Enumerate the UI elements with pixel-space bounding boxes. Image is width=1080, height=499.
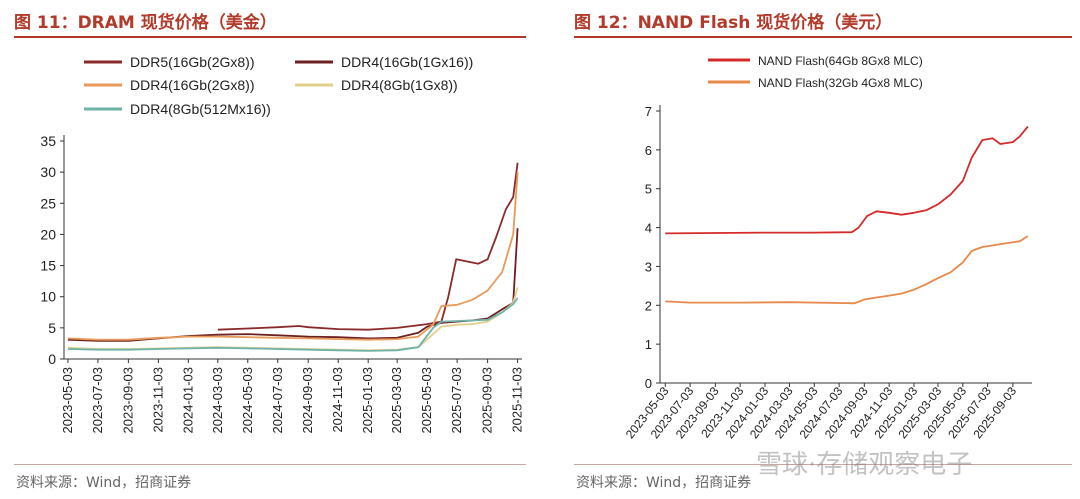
nand-chart-panel: 图 12：NAND Flash 现货价格（美元） 0 1 2 3 4 5 6 7 2023-05… <box>560 0 1080 499</box>
y-tick-label: 15 <box>40 258 56 274</box>
x-tick-label: 2023-11-03 <box>150 367 165 433</box>
x-tick-label: 2024-03-03 <box>210 367 225 434</box>
y-tick-label: 30 <box>40 164 56 180</box>
watermark: 雪球·存储观察电子 <box>756 450 973 480</box>
y-tick-label: 5 <box>645 182 652 197</box>
x-tick-label: 2025-01-03 <box>360 367 375 434</box>
x-tick-label: 2025-09-03 <box>480 367 495 434</box>
x-tick-label: 2023-09-03 <box>120 367 135 434</box>
x-tick-label: 2025-05-03 <box>419 367 434 434</box>
series-line <box>67 297 519 352</box>
y-tick-label: 1 <box>645 337 652 352</box>
legend-label: DDR5(16Gb(2Gx8)) <box>130 54 254 70</box>
source-divider <box>574 464 1072 465</box>
dram-chart-panel: 图 11：DRAM 现货价格（美金） 0 5 10 15 20 25 30 35 2023-05… <box>14 13 526 491</box>
title-divider <box>14 36 526 38</box>
x-tick-label: 2025-03-03 <box>389 367 404 434</box>
chart-title: 图 11：DRAM 现货价格（美金） <box>14 13 277 33</box>
y-tick-label: 0 <box>645 376 652 391</box>
x-tick-label: 2024-07-03 <box>270 367 285 434</box>
y-tick-label: 5 <box>48 320 56 336</box>
y-tick-label: 25 <box>40 195 56 211</box>
y-tick-label: 0 <box>48 351 56 367</box>
dram-line-chart: 0 5 10 15 20 25 30 35 2023-05-03 2023-07-03 2023-0… <box>40 54 525 434</box>
y-tick-label: 7 <box>645 104 652 119</box>
x-tick-label: 2024-09-03 <box>300 367 315 434</box>
x-tick-label: 2025-11-03 <box>510 367 525 433</box>
y-tick-label: 6 <box>645 143 652 158</box>
x-tick-label: 2023-07-03 <box>90 367 105 434</box>
x-tick-label: 2024-05-03 <box>240 367 255 434</box>
y-tick-label: 10 <box>40 289 56 305</box>
legend-label: DDR4(8Gb(512Mx16)) <box>130 101 271 117</box>
y-tick-label: 3 <box>645 259 652 274</box>
y-tick-label: 4 <box>645 221 652 236</box>
legend-label: NAND Flash(64Gb 8Gx8 MLC) <box>758 54 923 68</box>
y-tick-label: 2 <box>645 298 652 313</box>
x-tick-label: 2024-11-03 <box>330 367 345 433</box>
series-line <box>665 125 1029 235</box>
series-line <box>67 172 519 341</box>
chart-title: 图 12：NAND Flash 现货价格（美元） <box>574 13 893 33</box>
legend-label: NAND Flash(32Gb 4Gx8 MLC) <box>758 76 923 90</box>
legend-label: DDR4(16Gb(2Gx8)) <box>130 77 254 93</box>
source-divider <box>14 464 526 465</box>
legend-label: DDR4(8Gb(1Gx8)) <box>341 77 458 93</box>
legend-label: DDR4(16Gb(1Gx16)) <box>341 54 473 70</box>
series-line <box>665 235 1029 305</box>
source-note: 资料来源：Wind，招商证券 <box>576 475 752 491</box>
y-tick-label: 20 <box>40 226 56 242</box>
title-divider <box>574 36 1072 38</box>
source-note: 资料来源：Wind，招商证券 <box>16 475 192 491</box>
x-tick-label: 2024-01-03 <box>180 367 195 434</box>
x-tick-label: 2025-07-03 <box>449 367 464 434</box>
x-tick-label: 2023-05-03 <box>60 367 75 434</box>
y-tick-label: 35 <box>40 133 56 149</box>
series-line <box>217 162 519 331</box>
nand-line-chart: 012345672023-05-032023-07-032023-09-0320… <box>623 54 1032 441</box>
